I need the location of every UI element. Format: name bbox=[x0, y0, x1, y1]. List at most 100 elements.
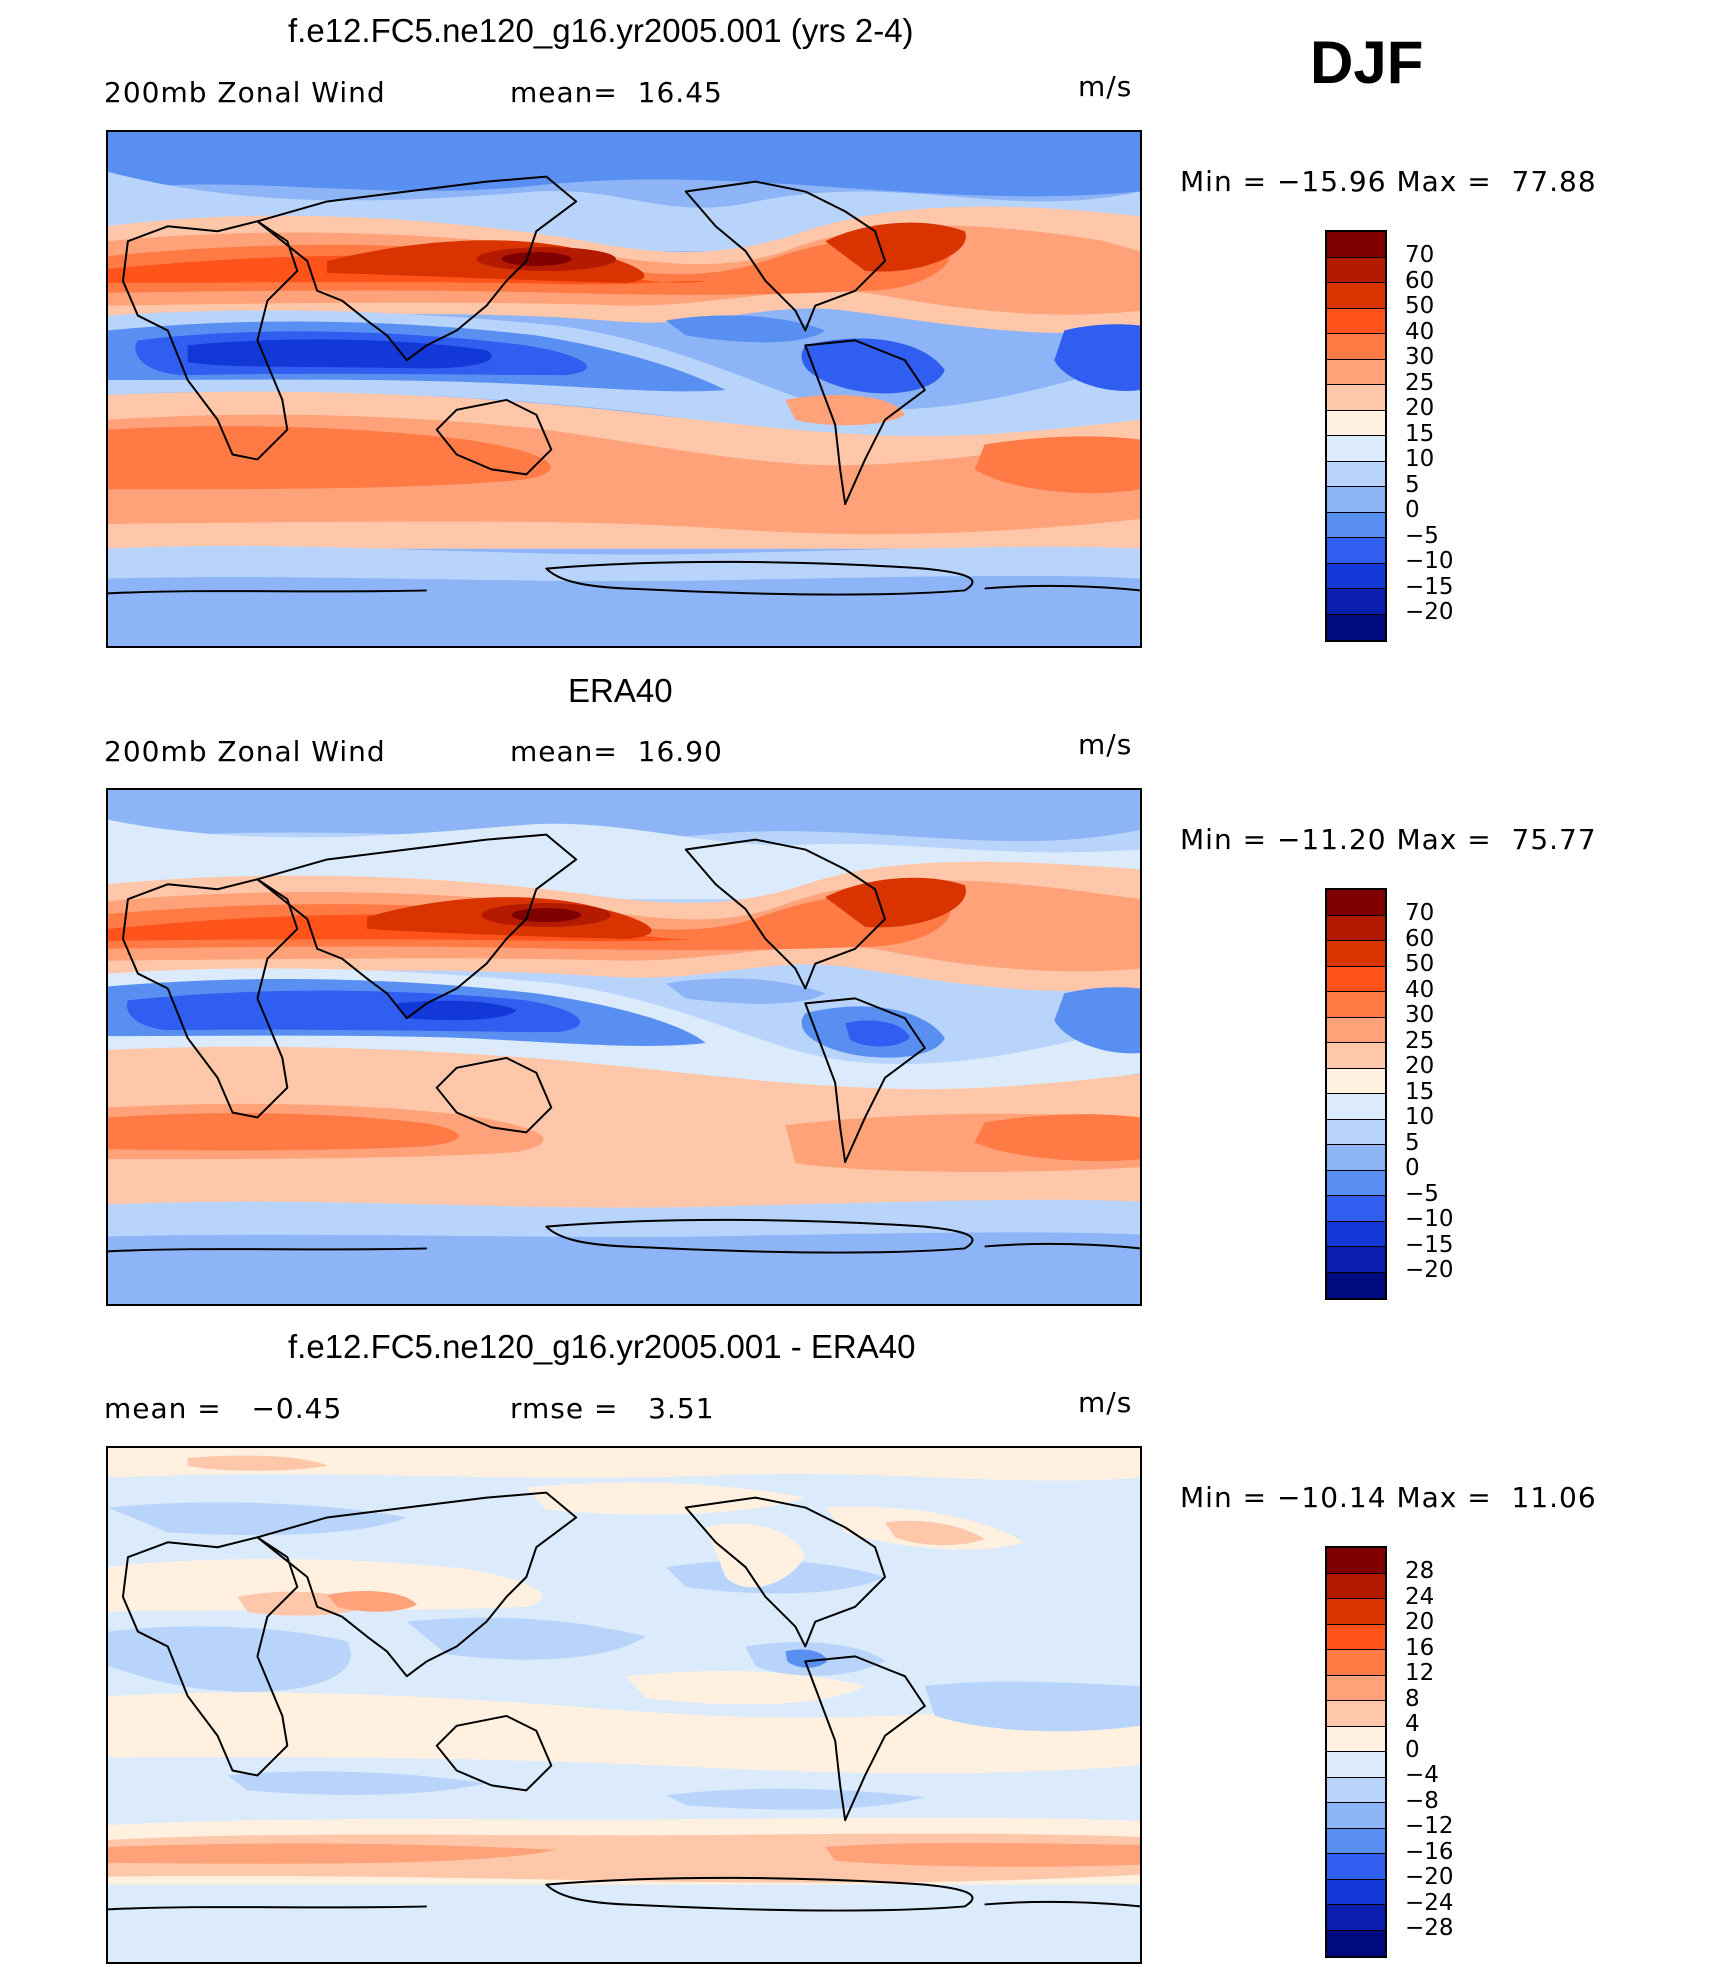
colorbar-tick-label: 10 bbox=[1405, 1104, 1435, 1130]
colorbar-tick-label: 12 bbox=[1405, 1660, 1435, 1686]
colorbar-swatch bbox=[1327, 1068, 1385, 1094]
colorbar-tick-label: 50 bbox=[1405, 951, 1435, 977]
colorbar-swatch bbox=[1327, 1094, 1385, 1120]
colorbar-swatch bbox=[1327, 232, 1385, 258]
colorbar-tick-label: 15 bbox=[1405, 1078, 1435, 1105]
panel-3-colorbar bbox=[1325, 1546, 1387, 1958]
colorbar-tick-label: −8 bbox=[1405, 1787, 1439, 1814]
colorbar-swatch bbox=[1327, 1803, 1385, 1829]
colorbar-swatch bbox=[1327, 1854, 1385, 1880]
colorbar-swatch bbox=[1327, 1905, 1385, 1931]
panel-1-units-label: m/s bbox=[1078, 70, 1133, 103]
colorbar-swatch bbox=[1327, 283, 1385, 309]
panel-2-colorbar bbox=[1325, 888, 1387, 1300]
colorbar-swatch bbox=[1327, 1624, 1385, 1650]
panel-1-minmax: Min = −15.96 Max = 77.88 bbox=[1180, 165, 1597, 198]
panel-2-units-label: m/s bbox=[1078, 728, 1133, 761]
colorbar-tick-label: −20 bbox=[1405, 1257, 1454, 1283]
colorbar-tick-label: 0 bbox=[1405, 497, 1420, 523]
panel-2-map bbox=[106, 788, 1142, 1306]
colorbar-swatch bbox=[1327, 308, 1385, 334]
colorbar-tick-label: 0 bbox=[1405, 1155, 1420, 1181]
colorbar-swatch bbox=[1327, 1221, 1385, 1247]
colorbar-tick-label: 30 bbox=[1405, 344, 1435, 370]
colorbar-tick-label: 50 bbox=[1405, 293, 1435, 319]
colorbar-tick-label: −4 bbox=[1405, 1762, 1439, 1788]
panel-1-colorbar-labels: 70 60 50 40 30 25 20 15 10 5 0 −5 −10 −1… bbox=[1405, 242, 1485, 626]
panel-1-title: f.e12.FC5.ne120_g16.yr2005.001 (yrs 2-4) bbox=[288, 12, 914, 49]
colorbar-swatch bbox=[1327, 614, 1385, 640]
colorbar-tick-label: 30 bbox=[1405, 1002, 1435, 1028]
colorbar-swatch bbox=[1327, 890, 1385, 916]
colorbar-swatch bbox=[1327, 257, 1385, 283]
colorbar-tick-label: 8 bbox=[1405, 1685, 1420, 1712]
colorbar-swatch bbox=[1327, 1777, 1385, 1803]
colorbar-tick-label: 16 bbox=[1405, 1634, 1435, 1661]
colorbar-tick-label: −16 bbox=[1405, 1838, 1454, 1865]
colorbar-swatch bbox=[1327, 436, 1385, 462]
colorbar-tick-label: 4 bbox=[1405, 1711, 1420, 1737]
colorbar-tick-label: −5 bbox=[1405, 1180, 1439, 1207]
panel-2-title: ERA40 bbox=[568, 672, 673, 709]
colorbar-swatch bbox=[1327, 589, 1385, 615]
colorbar-swatch bbox=[1327, 915, 1385, 941]
panel-3-mean-label: mean = −0.45 bbox=[104, 1392, 343, 1425]
panel-1-colorbar bbox=[1325, 230, 1387, 642]
colorbar-swatch bbox=[1327, 1726, 1385, 1752]
panel-2-colorbar-labels: 70 60 50 40 30 25 20 15 10 5 0 −5 −10 −1… bbox=[1405, 900, 1485, 1284]
colorbar-tick-label: −10 bbox=[1405, 1206, 1454, 1232]
colorbar-swatch bbox=[1327, 992, 1385, 1018]
colorbar-tick-label: 5 bbox=[1405, 1129, 1420, 1156]
panel-2-minmax: Min = −11.20 Max = 75.77 bbox=[1180, 823, 1597, 856]
colorbar-swatch bbox=[1327, 359, 1385, 385]
colorbar-tick-label: 28 bbox=[1405, 1558, 1435, 1584]
panel-2-variable-label: 200mb Zonal Wind bbox=[104, 735, 386, 768]
panel-1-map bbox=[106, 130, 1142, 648]
colorbar-tick-label: −15 bbox=[1405, 573, 1454, 600]
panel-3-colorbar-labels: 28 24 20 16 12 8 4 0 −4 −8 −12 −16 −20 −… bbox=[1405, 1558, 1485, 1942]
colorbar-swatch bbox=[1327, 512, 1385, 538]
colorbar-tick-label: 20 bbox=[1405, 1053, 1435, 1079]
colorbar-tick-label: 60 bbox=[1405, 925, 1435, 952]
colorbar-tick-label: −20 bbox=[1405, 1864, 1454, 1890]
colorbar-swatch bbox=[1327, 1196, 1385, 1222]
colorbar-swatch bbox=[1327, 410, 1385, 436]
colorbar-tick-label: −10 bbox=[1405, 548, 1454, 574]
colorbar-tick-label: 5 bbox=[1405, 471, 1420, 498]
colorbar-swatch bbox=[1327, 1272, 1385, 1298]
colorbar-tick-label: −12 bbox=[1405, 1813, 1454, 1839]
colorbar-swatch bbox=[1327, 1573, 1385, 1599]
colorbar-tick-label: −20 bbox=[1405, 599, 1454, 625]
colorbar-swatch bbox=[1327, 1930, 1385, 1956]
panel-3-minmax: Min = −10.14 Max = 11.06 bbox=[1180, 1481, 1597, 1514]
colorbar-tick-label: 0 bbox=[1405, 1736, 1420, 1763]
colorbar-swatch bbox=[1327, 1879, 1385, 1905]
colorbar-tick-label: 25 bbox=[1405, 1027, 1435, 1054]
colorbar-swatch bbox=[1327, 1828, 1385, 1854]
panel-1-mean-label: mean= 16.45 bbox=[510, 76, 723, 109]
colorbar-swatch bbox=[1327, 385, 1385, 411]
colorbar-swatch bbox=[1327, 1170, 1385, 1196]
colorbar-swatch bbox=[1327, 1650, 1385, 1676]
colorbar-tick-label: 60 bbox=[1405, 267, 1435, 294]
panel-2-mean-label: mean= 16.90 bbox=[510, 735, 723, 768]
colorbar-swatch bbox=[1327, 1119, 1385, 1145]
panel-3-title: f.e12.FC5.ne120_g16.yr2005.001 - ERA40 bbox=[288, 1328, 916, 1365]
colorbar-tick-label: 25 bbox=[1405, 369, 1435, 396]
colorbar-swatch bbox=[1327, 563, 1385, 589]
colorbar-tick-label: 24 bbox=[1405, 1583, 1435, 1610]
colorbar-tick-label: 70 bbox=[1405, 900, 1435, 926]
colorbar-swatch bbox=[1327, 941, 1385, 967]
colorbar-tick-label: −28 bbox=[1405, 1915, 1454, 1941]
colorbar-tick-label: −24 bbox=[1405, 1889, 1454, 1916]
colorbar-swatch bbox=[1327, 966, 1385, 992]
colorbar-tick-label: 15 bbox=[1405, 420, 1435, 447]
panel-3-units-label: m/s bbox=[1078, 1386, 1133, 1419]
colorbar-swatch bbox=[1327, 538, 1385, 564]
colorbar-swatch bbox=[1327, 487, 1385, 513]
colorbar-swatch bbox=[1327, 1043, 1385, 1069]
colorbar-swatch bbox=[1327, 334, 1385, 360]
colorbar-tick-label: −15 bbox=[1405, 1231, 1454, 1258]
colorbar-tick-label: 10 bbox=[1405, 446, 1435, 472]
colorbar-tick-label: 40 bbox=[1405, 318, 1435, 345]
